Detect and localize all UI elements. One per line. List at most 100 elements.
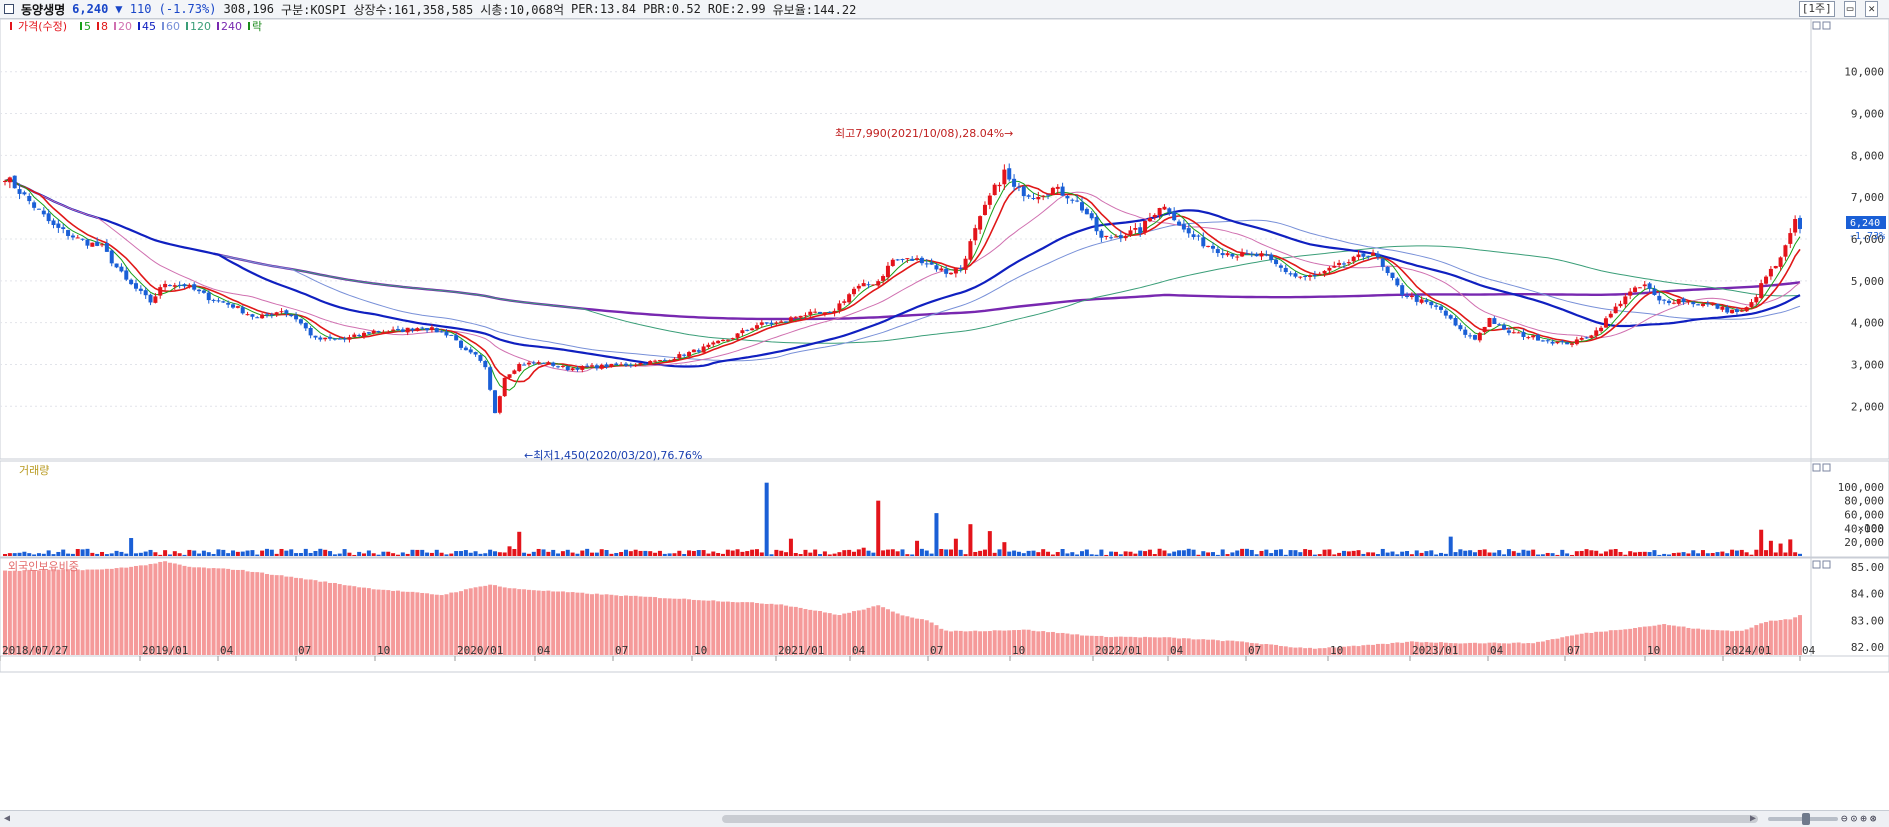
candle-body[interactable] bbox=[1395, 278, 1400, 286]
volume-bar[interactable] bbox=[963, 554, 968, 556]
volume-bar[interactable] bbox=[284, 550, 289, 556]
volume-bar[interactable] bbox=[1230, 552, 1235, 556]
candle-body[interactable] bbox=[1788, 233, 1793, 244]
volume-bar[interactable] bbox=[1346, 551, 1351, 556]
candle-body[interactable] bbox=[1269, 254, 1274, 260]
foreign-ratio-bar[interactable] bbox=[672, 598, 677, 655]
volume-bar[interactable] bbox=[303, 548, 308, 556]
volume-bar[interactable] bbox=[551, 549, 556, 556]
candle-body[interactable] bbox=[861, 283, 866, 287]
candle-body[interactable] bbox=[255, 317, 260, 319]
foreign-ratio-bar[interactable] bbox=[1424, 641, 1429, 655]
volume-bar[interactable] bbox=[512, 548, 517, 556]
foreign-ratio-bar[interactable] bbox=[842, 613, 847, 655]
candle-body[interactable] bbox=[1278, 265, 1283, 268]
volume-bar[interactable] bbox=[226, 553, 231, 556]
foreign-ratio-bar[interactable] bbox=[585, 593, 590, 655]
foreign-ratio-bar[interactable] bbox=[1536, 641, 1541, 655]
foreign-ratio-bar[interactable] bbox=[3, 570, 7, 655]
candle-body[interactable] bbox=[987, 195, 992, 205]
volume-bar[interactable] bbox=[1710, 552, 1715, 556]
foreign-ratio-bar[interactable] bbox=[992, 630, 997, 655]
foreign-ratio-bar[interactable] bbox=[1060, 632, 1065, 655]
volume-bar[interactable] bbox=[881, 550, 886, 556]
candle-body[interactable] bbox=[1254, 253, 1259, 257]
foreign-ratio-bar[interactable] bbox=[1405, 641, 1410, 655]
foreign-ratio-bar[interactable] bbox=[473, 587, 478, 655]
candle-body[interactable] bbox=[594, 365, 599, 369]
candle-body[interactable] bbox=[764, 322, 769, 324]
volume-bar[interactable] bbox=[1744, 552, 1749, 556]
foreign-ratio-bar[interactable] bbox=[1366, 644, 1371, 655]
candle-body[interactable] bbox=[677, 354, 682, 359]
candle-body[interactable] bbox=[337, 338, 342, 340]
volume-bar[interactable] bbox=[832, 553, 837, 556]
volume-bar[interactable] bbox=[1075, 554, 1080, 556]
candle-body[interactable] bbox=[468, 349, 473, 353]
candle-body[interactable] bbox=[1487, 317, 1492, 327]
candle-body[interactable] bbox=[556, 366, 561, 368]
candle-body[interactable] bbox=[1341, 263, 1346, 265]
candle-body[interactable] bbox=[1113, 236, 1118, 238]
candle-body[interactable] bbox=[1400, 285, 1405, 296]
candle-body[interactable] bbox=[1021, 186, 1026, 197]
volume-bar[interactable] bbox=[1138, 550, 1143, 556]
candle-body[interactable] bbox=[929, 262, 934, 265]
foreign-ratio-bar[interactable] bbox=[1759, 623, 1764, 655]
foreign-ratio-bar[interactable] bbox=[1240, 641, 1245, 655]
foreign-ratio-bar[interactable] bbox=[648, 596, 653, 655]
foreign-ratio-bar[interactable] bbox=[439, 595, 444, 655]
panel-max-icon[interactable] bbox=[1812, 463, 1821, 472]
candle-body[interactable] bbox=[1453, 318, 1458, 326]
foreign-ratio-bar[interactable] bbox=[347, 585, 352, 655]
volume-bar[interactable] bbox=[1647, 552, 1652, 556]
candle-body[interactable] bbox=[1579, 337, 1584, 340]
candle-body[interactable] bbox=[488, 367, 493, 390]
volume-bar[interactable] bbox=[978, 550, 983, 556]
candle-body[interactable] bbox=[1361, 253, 1366, 257]
foreign-ratio-bar[interactable] bbox=[420, 592, 425, 655]
foreign-ratio-bar[interactable] bbox=[1400, 642, 1405, 655]
foreign-ratio-bar[interactable] bbox=[298, 578, 303, 655]
foreign-ratio-bar[interactable] bbox=[1172, 637, 1177, 655]
foreign-ratio-bar[interactable] bbox=[61, 569, 66, 655]
candle-body[interactable] bbox=[822, 312, 827, 315]
foreign-ratio-bar[interactable] bbox=[1710, 629, 1715, 655]
volume-bar[interactable] bbox=[1628, 551, 1633, 556]
volume-bar[interactable] bbox=[1657, 554, 1662, 556]
foreign-ratio-bar[interactable] bbox=[167, 562, 172, 655]
candle-body[interactable] bbox=[963, 258, 968, 270]
candle-body[interactable] bbox=[774, 322, 779, 324]
candle-body[interactable] bbox=[1647, 283, 1652, 289]
candle-body[interactable] bbox=[1603, 318, 1608, 328]
foreign-ratio-bar[interactable] bbox=[982, 631, 987, 655]
candle-body[interactable] bbox=[522, 364, 527, 366]
candle-body[interactable] bbox=[328, 336, 333, 339]
volume-bar[interactable] bbox=[468, 552, 473, 556]
volume-bar[interactable] bbox=[1768, 540, 1773, 556]
volume-bar[interactable] bbox=[56, 551, 61, 556]
volume-bar[interactable] bbox=[1492, 552, 1497, 556]
candle-body[interactable] bbox=[507, 374, 512, 378]
candle-body[interactable] bbox=[953, 268, 958, 274]
foreign-ratio-bar[interactable] bbox=[818, 610, 823, 655]
foreign-ratio-bar[interactable] bbox=[206, 568, 211, 655]
foreign-ratio-bar[interactable] bbox=[80, 570, 85, 655]
candle-body[interactable] bbox=[842, 301, 847, 303]
volume-bar[interactable] bbox=[682, 554, 687, 556]
foreign-ratio-bar[interactable] bbox=[1487, 642, 1492, 655]
candle-body[interactable] bbox=[716, 340, 721, 344]
candle-body[interactable] bbox=[323, 337, 328, 340]
volume-bar[interactable] bbox=[890, 549, 895, 556]
foreign-ratio-bar[interactable] bbox=[759, 603, 764, 655]
volume-bar[interactable] bbox=[1259, 550, 1264, 556]
candle-body[interactable] bbox=[919, 257, 924, 264]
candle-body[interactable] bbox=[832, 310, 837, 314]
foreign-ratio-bar[interactable] bbox=[1739, 630, 1744, 655]
candle-body[interactable] bbox=[619, 364, 624, 366]
candle-body[interactable] bbox=[1526, 337, 1531, 339]
candle-body[interactable] bbox=[599, 364, 604, 369]
foreign-ratio-bar[interactable] bbox=[745, 602, 750, 655]
volume-bar[interactable] bbox=[1434, 554, 1439, 556]
foreign-ratio-bar[interactable] bbox=[551, 591, 556, 655]
